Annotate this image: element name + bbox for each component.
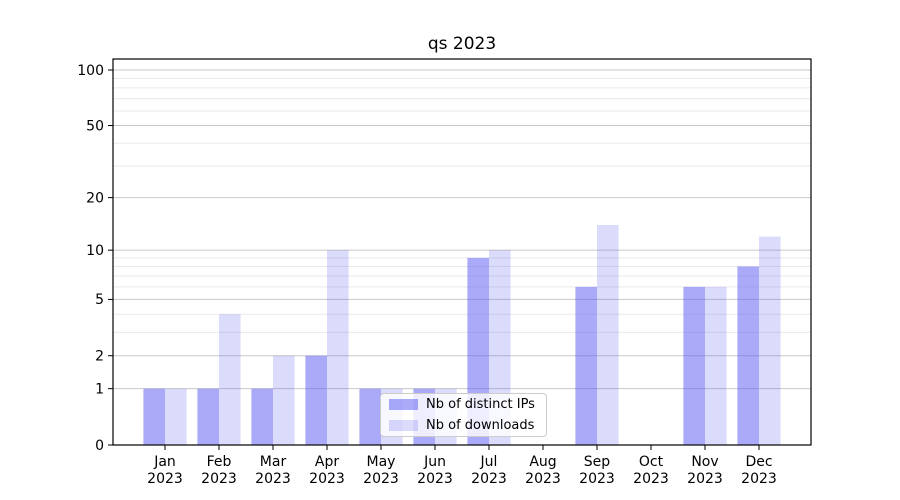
chart-title: qs 2023 [427,34,497,54]
x-tick-label-may: May [367,454,396,470]
x-tick-label-oct: Oct [639,454,664,470]
x-tick-sublabel-feb: 2023 [201,471,237,487]
bar-distinct-ips-dec [737,266,759,445]
x-tick-sublabel-jan: 2023 [147,471,183,487]
x-tick-label-jun: Jun [423,454,446,470]
bar-distinct-ips-feb [197,388,219,445]
bar-distinct-ips-mar [251,388,273,445]
x-tick-sublabel-nov: 2023 [687,471,723,487]
x-tick-label-jan: Jan [153,454,176,470]
x-tick-sublabel-jun: 2023 [417,471,453,487]
bar-distinct-ips-jan [143,388,165,445]
x-tick-label-dec: Dec [745,454,772,470]
legend-label-downloads: Nb of downloads [426,418,535,433]
legend-swatch-distinct-ips [389,399,418,410]
legend-label-distinct-ips: Nb of distinct IPs [426,397,535,412]
x-tick-label-apr: Apr [315,454,339,470]
y-tick-label-2: 2 [95,349,104,365]
x-tick-sublabel-jul: 2023 [471,471,507,487]
legend: Nb of distinct IPs Nb of downloads [380,393,547,437]
bar-distinct-ips-apr [305,355,327,445]
bar-distinct-ips-nov [683,286,705,445]
bar-distinct-ips-may [359,388,381,445]
bar-downloads-nov [705,286,727,445]
x-tick-sublabel-apr: 2023 [309,471,345,487]
y-tick-label-5: 5 [95,292,104,308]
x-tick-label-aug: Aug [529,454,556,470]
y-tick-label-100: 100 [77,63,104,79]
y-tick-label-50: 50 [86,118,104,134]
bar-downloads-jan [165,388,187,445]
y-tick-label-10: 10 [86,243,104,259]
bar-downloads-apr [327,250,349,445]
legend-swatch-downloads [389,420,418,431]
bar-distinct-ips-sep [575,286,597,445]
y-tick-label-1: 1 [95,381,104,397]
x-tick-label-jul: Jul [480,454,498,470]
x-tick-label-feb: Feb [207,454,232,470]
x-tick-label-nov: Nov [691,454,718,470]
legend-item-downloads: Nb of downloads [381,415,546,436]
x-tick-sublabel-sep: 2023 [579,471,615,487]
x-tick-sublabel-dec: 2023 [741,471,777,487]
y-tick-label-0: 0 [95,438,104,454]
x-tick-sublabel-oct: 2023 [633,471,669,487]
y-tick-label-20: 20 [86,190,104,206]
bar-downloads-mar [273,355,295,445]
bar-downloads-dec [759,236,781,445]
bar-downloads-sep [597,224,619,445]
legend-item-distinct-ips: Nb of distinct IPs [381,394,546,415]
x-tick-label-mar: Mar [260,454,287,470]
x-tick-label-sep: Sep [584,454,611,470]
bar-downloads-feb [219,314,241,445]
plot-frame [112,58,812,446]
x-tick-sublabel-may: 2023 [363,471,399,487]
x-tick-sublabel-aug: 2023 [525,471,561,487]
x-tick-sublabel-mar: 2023 [255,471,291,487]
